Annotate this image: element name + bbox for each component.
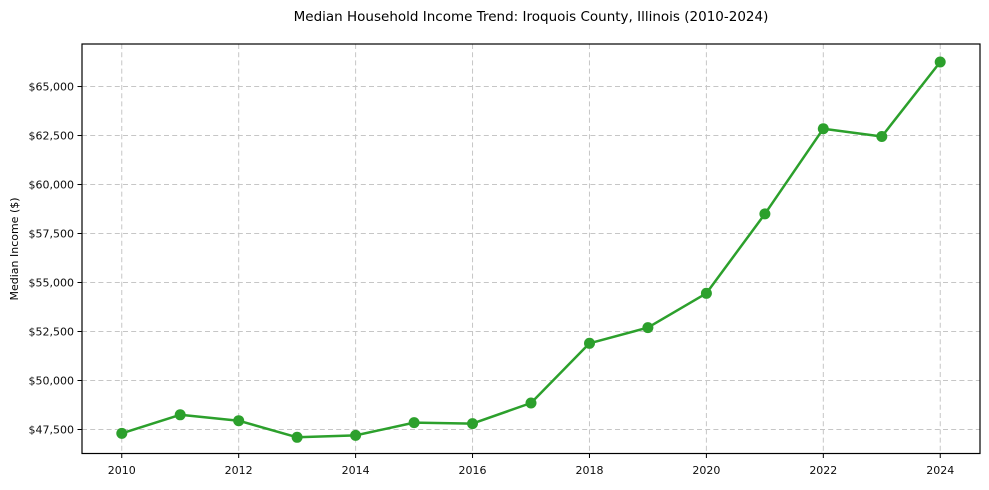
data-point-marker [174,409,186,421]
data-point-marker [642,322,654,334]
data-point-marker [467,418,478,430]
trend-line [120,60,942,439]
y-axis-label: Median Income ($) [8,197,21,300]
data-point-marker [934,56,946,68]
y-tick-label: $47,500 [29,423,75,436]
x-tick-label: 2020 [692,464,720,477]
chart-layers: $47,500 $50,000 $52,500 $55,000 $57,500 $60,0… [29,43,981,477]
data-point-marker [584,337,595,349]
x-tick-label: 2016 [459,464,487,477]
data-point-marker [291,431,303,443]
y-tick-label: $62,500 [29,130,75,143]
data-point-marker [876,131,888,142]
data-point-marker [759,208,771,220]
data-point-marker [350,429,362,441]
y-tick-label: $55,000 [29,277,75,290]
data-point-marker [817,123,829,135]
x-tick-label: 2024 [926,464,954,477]
y-tick-label: $65,000 [29,81,75,94]
axes-frame [81,43,981,455]
data-point-marker [116,427,128,439]
x-tick-label: 2010 [108,464,136,477]
chart-title: Median Household Income Trend: Iroquois … [294,9,769,25]
data-point-marker [408,417,420,429]
x-tick-label: 2022 [809,464,837,477]
y-tick-label: $60,000 [29,179,75,192]
x-tick-label: 2014 [342,464,370,477]
x-tick-label: 2018 [575,464,603,477]
y-tick-label: $50,000 [29,374,75,387]
y-tick-label: $57,500 [29,228,75,241]
y-tick-label: $52,500 [29,326,75,339]
x-tick-label: 2012 [225,464,253,477]
data-point-marker [525,397,537,409]
data-point-marker [700,287,712,299]
data-point-marker [233,415,245,427]
